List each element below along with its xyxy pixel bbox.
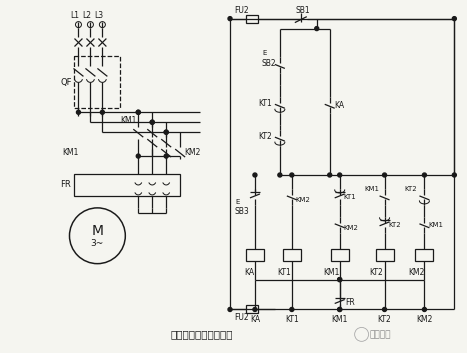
Bar [331,249,349,261]
Text: SB1: SB1 [296,6,310,15]
Bar [416,249,433,261]
Circle shape [164,154,168,158]
Text: FU2: FU2 [234,6,249,15]
Text: KA: KA [335,101,345,110]
Circle shape [253,173,257,177]
Circle shape [150,120,154,124]
Bar [246,249,264,261]
Text: KM2: KM2 [184,148,200,157]
Text: E: E [235,199,240,205]
Circle shape [253,307,257,311]
Text: 3~: 3~ [91,239,104,248]
Bar [283,249,301,261]
Bar [74,56,120,108]
Bar [247,14,258,23]
Circle shape [228,307,232,311]
Text: KM2: KM2 [408,268,425,277]
Text: KT2: KT2 [389,222,401,228]
Text: M: M [92,224,103,238]
Text: KM1: KM1 [324,268,340,277]
Text: KT1: KT1 [285,315,299,324]
Text: KM2: KM2 [344,225,359,231]
Text: KT2: KT2 [404,186,417,192]
Circle shape [77,110,80,114]
Text: KM2: KM2 [416,315,432,324]
Text: KM1: KM1 [332,315,348,324]
Circle shape [423,307,426,311]
Text: KM1: KM1 [120,116,137,125]
Circle shape [453,173,456,177]
Circle shape [382,307,387,311]
Text: E: E [262,50,266,56]
Text: KT2: KT2 [378,315,391,324]
Circle shape [338,277,342,282]
Text: L2: L2 [82,11,91,20]
Circle shape [136,154,140,158]
Circle shape [290,307,294,311]
Circle shape [290,173,294,177]
Circle shape [164,130,168,134]
Text: FR: FR [346,298,355,307]
Circle shape [100,110,105,114]
Text: L3: L3 [94,11,103,20]
Circle shape [338,173,342,177]
Text: KM1: KM1 [365,186,380,192]
Text: KT1: KT1 [277,268,291,277]
Text: KT2: KT2 [370,268,383,277]
Circle shape [150,120,154,124]
Text: 技成培训: 技成培训 [369,330,391,339]
Bar [375,249,394,261]
Text: KM1: KM1 [63,148,79,157]
Text: KT2: KT2 [258,132,272,140]
Circle shape [228,17,232,20]
Circle shape [136,110,140,114]
Circle shape [328,173,332,177]
Text: KM1: KM1 [428,222,444,228]
Circle shape [338,277,342,282]
Text: FU2: FU2 [234,313,249,322]
Text: SB2: SB2 [262,59,276,68]
Text: KA: KA [250,315,260,324]
Circle shape [453,17,456,20]
Circle shape [278,173,282,177]
Text: QF: QF [61,78,72,87]
Circle shape [315,26,319,31]
Circle shape [136,110,140,114]
Text: 定时自动循环控制电路: 定时自动循环控制电路 [170,329,233,339]
Circle shape [164,130,168,134]
Text: KT1: KT1 [258,99,272,108]
Text: KT1: KT1 [344,194,356,200]
Circle shape [423,173,426,177]
Bar [74,174,180,196]
Text: L1: L1 [70,11,79,20]
Circle shape [338,307,342,311]
Text: KA: KA [244,268,254,277]
Text: FR: FR [61,180,71,190]
Circle shape [382,173,387,177]
Text: KM2: KM2 [296,197,311,203]
Circle shape [338,307,342,311]
Bar [247,305,258,313]
Text: SB3: SB3 [235,207,250,216]
